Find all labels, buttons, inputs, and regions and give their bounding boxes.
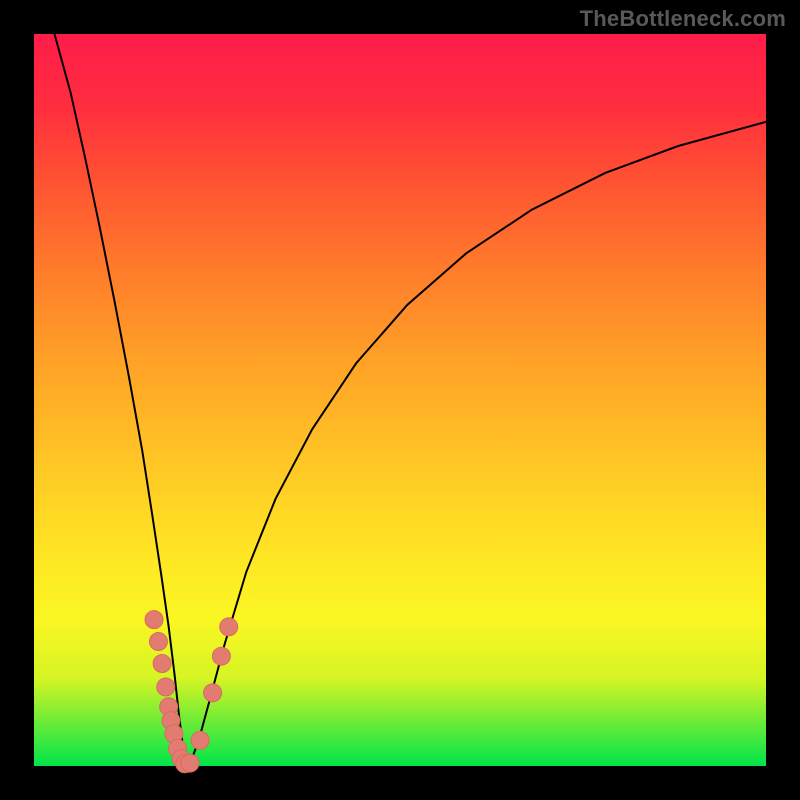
marker-point bbox=[181, 754, 199, 772]
plot-area bbox=[34, 34, 766, 766]
marker-point bbox=[153, 655, 171, 673]
marker-point bbox=[157, 678, 175, 696]
curve-right-branch bbox=[186, 122, 766, 766]
marker-point bbox=[145, 611, 163, 629]
chart-canvas: TheBottleneck.com bbox=[0, 0, 800, 800]
marker-group bbox=[145, 611, 238, 773]
marker-point bbox=[191, 731, 209, 749]
watermark-text: TheBottleneck.com bbox=[580, 6, 786, 32]
marker-point bbox=[220, 618, 238, 636]
marker-point bbox=[212, 647, 230, 665]
marker-point bbox=[204, 684, 222, 702]
marker-point bbox=[149, 633, 167, 651]
plot-svg bbox=[34, 34, 766, 766]
